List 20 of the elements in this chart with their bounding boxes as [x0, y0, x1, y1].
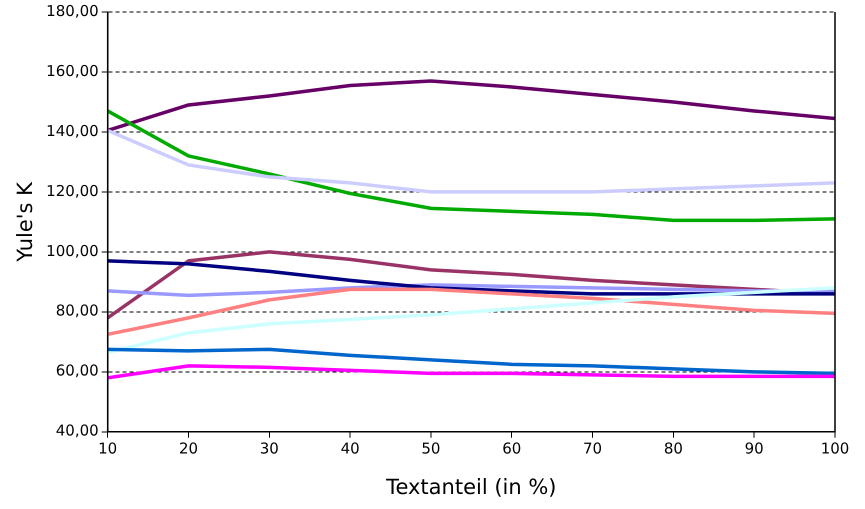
y-tick-label: 180,00: [46, 2, 99, 20]
x-tick-label: 90: [744, 440, 764, 458]
y-tick-label: 140,00: [46, 122, 99, 140]
x-tick-label: 30: [260, 440, 279, 458]
y-axis-title: Yule's K: [13, 180, 38, 263]
x-tick-label: 60: [502, 440, 522, 458]
x-tick-label: 20: [178, 440, 198, 458]
x-axis-title: Textanteil (in %): [385, 474, 556, 499]
y-tick-label: 60,00: [56, 362, 99, 380]
y-tick-label: 120,00: [46, 182, 99, 200]
y-tick-label: 100,00: [46, 242, 99, 260]
y-tick-label: 160,00: [46, 62, 99, 80]
x-tick-label: 100: [820, 440, 850, 458]
x-tick-label: 40: [340, 440, 360, 458]
x-tick-label: 50: [421, 440, 440, 458]
x-tick-label: 10: [98, 440, 118, 458]
x-tick-label: 70: [583, 440, 602, 458]
y-tick-label: 40,00: [56, 422, 99, 440]
x-tick-label: 80: [664, 440, 683, 458]
y-tick-label: 80,00: [56, 302, 99, 320]
